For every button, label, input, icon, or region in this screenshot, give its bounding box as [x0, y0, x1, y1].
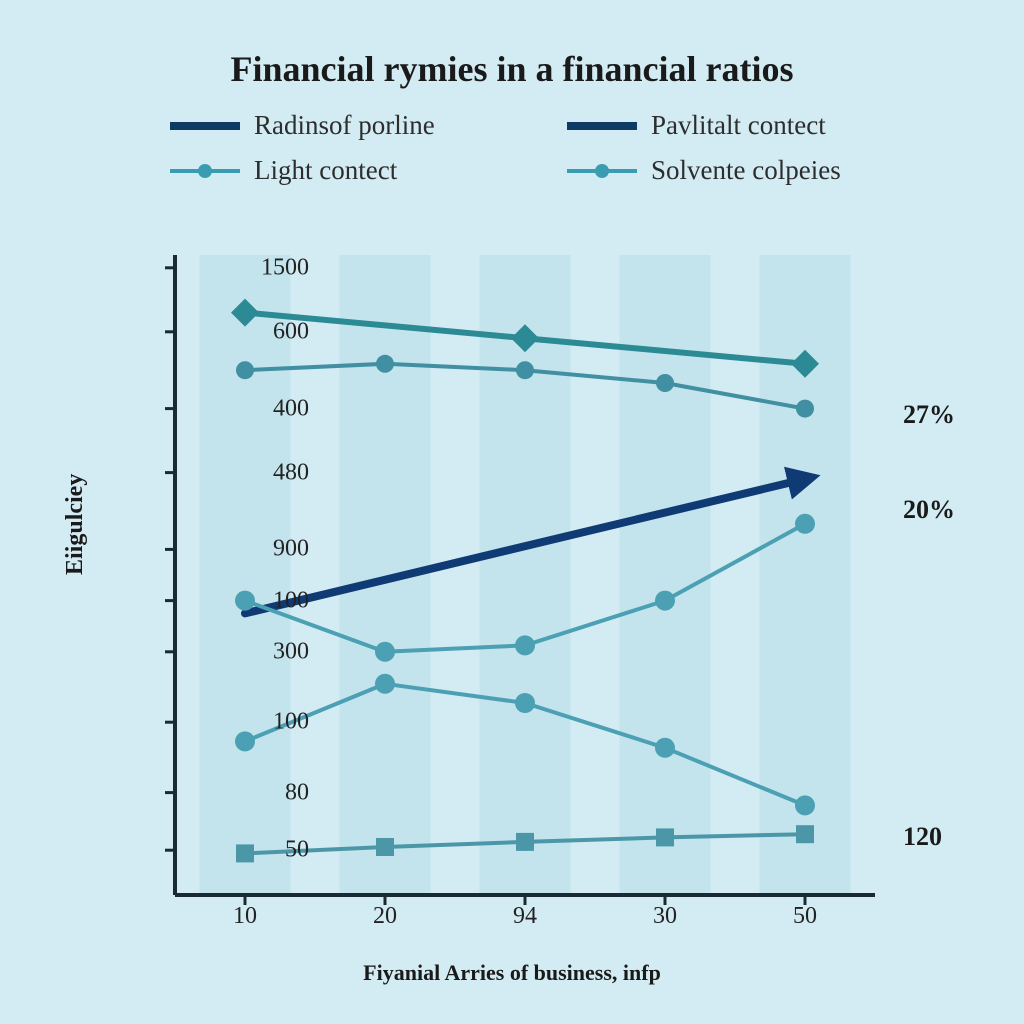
y-tick-label: 1500	[261, 254, 309, 281]
chart-svg	[175, 255, 875, 895]
y-tick-label: 900	[273, 536, 309, 563]
legend-swatch	[170, 114, 240, 138]
x-axis-label: Fiyanial Arries of business, infp	[0, 960, 1024, 986]
y-tick-label: 100	[273, 587, 309, 614]
y-axis-label: Eiigulciey	[62, 474, 89, 575]
y-tick-label: 100	[273, 709, 309, 736]
legend-item: Solvente colpeies	[567, 155, 904, 186]
legend: Radinsof porline Pavlitalt contect Light c…	[170, 110, 904, 186]
y-tick-label: 80	[285, 779, 309, 806]
x-tick-label: 20	[373, 903, 397, 930]
legend-swatch	[170, 159, 240, 183]
chart-annotation: 27%	[903, 400, 955, 430]
x-tick-label: 94	[513, 903, 537, 930]
y-tick-label: 400	[273, 395, 309, 422]
legend-swatch	[567, 114, 637, 138]
legend-label: Light contect	[254, 155, 397, 186]
chart-annotation: 20%	[903, 495, 955, 525]
legend-swatch	[567, 159, 637, 183]
y-tick-label: 480	[273, 459, 309, 486]
x-tick-label: 50	[793, 903, 817, 930]
x-tick-label: 30	[653, 903, 677, 930]
legend-item: Light contect	[170, 155, 507, 186]
legend-label: Pavlitalt contect	[651, 110, 826, 141]
y-tick-label: 300	[273, 638, 309, 665]
legend-label: Radinsof porline	[254, 110, 435, 141]
legend-label: Solvente colpeies	[651, 155, 841, 186]
chart-title: Financial rymies in a financial ratios	[0, 48, 1024, 90]
y-tick-label: 50	[285, 837, 309, 864]
x-tick-label: 10	[233, 903, 257, 930]
y-tick-label: 600	[273, 318, 309, 345]
chart-annotation: 120	[903, 822, 942, 852]
legend-item: Radinsof porline	[170, 110, 507, 141]
legend-item: Pavlitalt contect	[567, 110, 904, 141]
chart-plot-area	[175, 255, 875, 895]
